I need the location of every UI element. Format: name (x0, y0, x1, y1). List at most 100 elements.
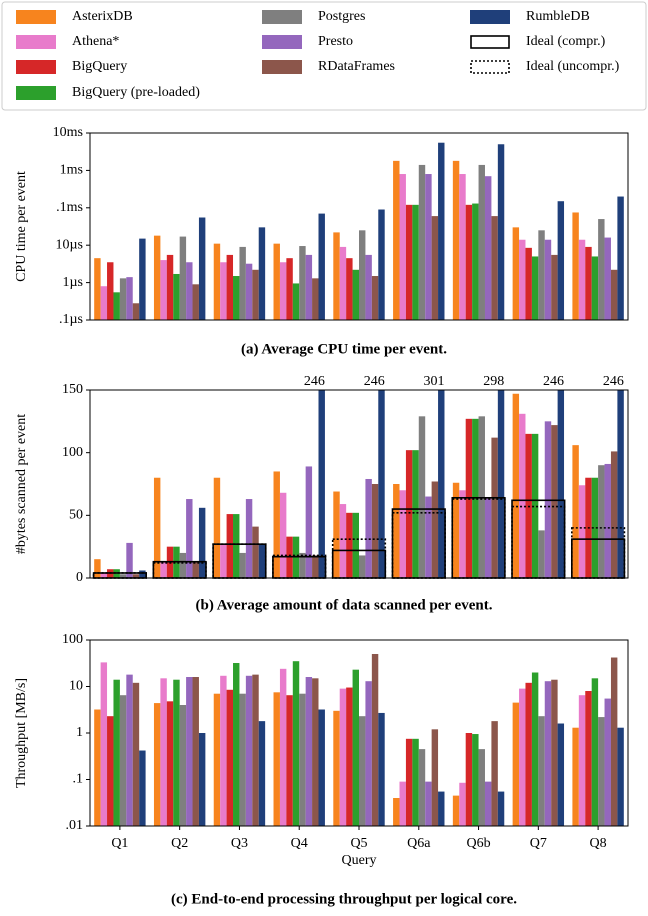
bar (578, 485, 586, 578)
bar (126, 542, 133, 578)
bar (305, 466, 313, 578)
bar (531, 256, 539, 320)
bar (292, 661, 300, 826)
bar (233, 514, 240, 578)
bar (192, 284, 199, 320)
bar (365, 478, 372, 578)
bar (459, 490, 466, 578)
y-tick-label: 1 (76, 725, 83, 740)
y-tick-label: .01 (66, 818, 84, 833)
y-tick-label: 100 (62, 632, 83, 647)
bar (213, 477, 221, 578)
bar (192, 677, 199, 826)
bar (107, 262, 114, 320)
bar (166, 254, 174, 320)
x-tick-label: Q1 (111, 836, 128, 851)
bar (186, 677, 193, 826)
bar (538, 230, 545, 320)
caption: (b) Average amount of data scanned per e… (196, 597, 493, 613)
bar (431, 729, 439, 826)
bar (497, 791, 505, 826)
bar (359, 555, 366, 578)
bar (153, 703, 161, 826)
bar (557, 201, 565, 320)
bar (346, 512, 353, 578)
legend-label: BigQuery (pre-loaded) (72, 85, 200, 100)
legend-label: RumbleDB (526, 9, 590, 24)
bar (226, 689, 234, 826)
caption: (a) Average CPU time per event. (241, 341, 447, 357)
legend-label: BigQuery (72, 59, 127, 74)
bar (405, 450, 413, 578)
bar (412, 450, 419, 578)
x-axis-label: Query (342, 853, 377, 868)
bar (166, 701, 174, 826)
bar (132, 303, 140, 320)
x-tick-label: Q2 (171, 836, 188, 851)
bar (245, 263, 253, 320)
legend-swatch (470, 35, 510, 49)
bar (252, 526, 259, 578)
bar (346, 258, 353, 320)
legend-frame (1, 1, 647, 111)
bar (299, 693, 306, 826)
bar (598, 219, 605, 320)
bar (478, 749, 485, 826)
bar (160, 260, 167, 320)
bar (525, 682, 532, 826)
bar (273, 471, 280, 578)
bar (617, 390, 624, 578)
y-tick-label: 1ms (60, 163, 83, 178)
bar (239, 693, 246, 826)
bar (572, 445, 579, 578)
bar (198, 217, 206, 320)
legend-swatch (16, 35, 56, 49)
bar (519, 239, 526, 320)
bar (578, 239, 586, 320)
value-label: 246 (364, 374, 385, 389)
bar (425, 496, 432, 578)
bar (239, 552, 246, 578)
bar (610, 269, 618, 320)
bar (179, 552, 187, 578)
legend-label: Ideal (compr.) (526, 34, 606, 49)
bar (431, 481, 439, 578)
bar (333, 232, 340, 320)
bar (459, 174, 466, 320)
bar (519, 688, 526, 826)
caption: (c) End-to-end processing throughput per… (171, 891, 517, 907)
bar (119, 695, 127, 826)
bar (94, 559, 101, 578)
bar (512, 702, 520, 826)
bar (94, 709, 101, 826)
legend-label: RDataFrames (318, 59, 395, 74)
bar (491, 721, 498, 826)
plot-frame (89, 132, 629, 321)
bar (452, 795, 460, 826)
y-tick-label: 100 (62, 445, 83, 460)
bar (491, 216, 498, 320)
bar (333, 491, 340, 578)
bar (286, 258, 293, 320)
bar (139, 570, 146, 578)
bar (412, 738, 419, 826)
bar (452, 482, 460, 578)
bar (113, 292, 120, 320)
bar (233, 276, 240, 320)
bar (186, 499, 193, 578)
bar (359, 230, 366, 320)
bar (359, 716, 366, 826)
bar (192, 561, 199, 578)
bar (273, 243, 280, 320)
bar (339, 688, 347, 826)
bar (531, 672, 539, 826)
x-tick-label: Q6b (466, 836, 490, 851)
bar (245, 499, 253, 578)
bar (484, 781, 492, 826)
bar (610, 451, 618, 578)
y-tick-label: 10µs (55, 237, 83, 252)
bar (365, 254, 372, 320)
bar (119, 574, 127, 578)
bar (179, 705, 187, 826)
bar (252, 674, 259, 826)
